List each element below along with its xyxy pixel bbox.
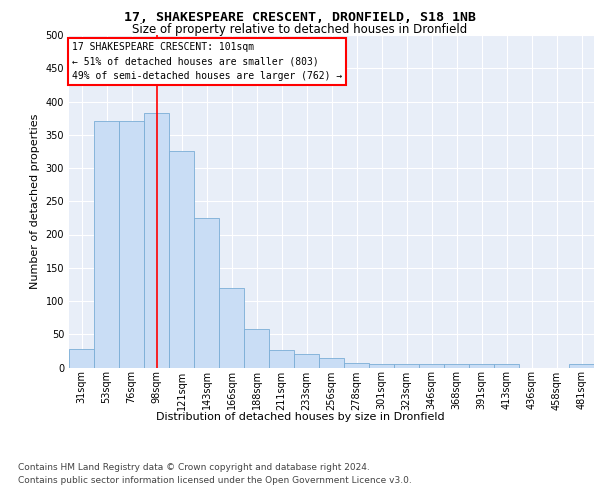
Bar [94,122,119,368]
Text: Contains public sector information licensed under the Open Government Licence v3: Contains public sector information licen… [18,476,412,485]
Text: Size of property relative to detached houses in Dronfield: Size of property relative to detached ho… [133,22,467,36]
Bar [569,364,594,368]
Bar [444,364,469,368]
Bar [169,152,194,368]
Bar [244,329,269,368]
Bar [469,364,494,368]
Bar [119,122,144,368]
Y-axis label: Number of detached properties: Number of detached properties [30,114,40,289]
Bar [344,363,369,368]
Bar [294,354,319,368]
Bar [144,113,169,368]
Bar [269,350,294,368]
Bar [494,364,519,368]
Bar [194,218,219,368]
Bar [369,364,394,368]
Bar [419,364,444,368]
Bar [69,349,94,368]
Text: 17, SHAKESPEARE CRESCENT, DRONFIELD, S18 1NB: 17, SHAKESPEARE CRESCENT, DRONFIELD, S18… [124,11,476,24]
Text: Distribution of detached houses by size in Dronfield: Distribution of detached houses by size … [155,412,445,422]
Bar [319,358,344,368]
Bar [394,364,419,368]
Text: Contains HM Land Registry data © Crown copyright and database right 2024.: Contains HM Land Registry data © Crown c… [18,462,370,471]
Text: 17 SHAKESPEARE CRESCENT: 101sqm
← 51% of detached houses are smaller (803)
49% o: 17 SHAKESPEARE CRESCENT: 101sqm ← 51% of… [71,42,342,82]
Bar [219,288,244,368]
